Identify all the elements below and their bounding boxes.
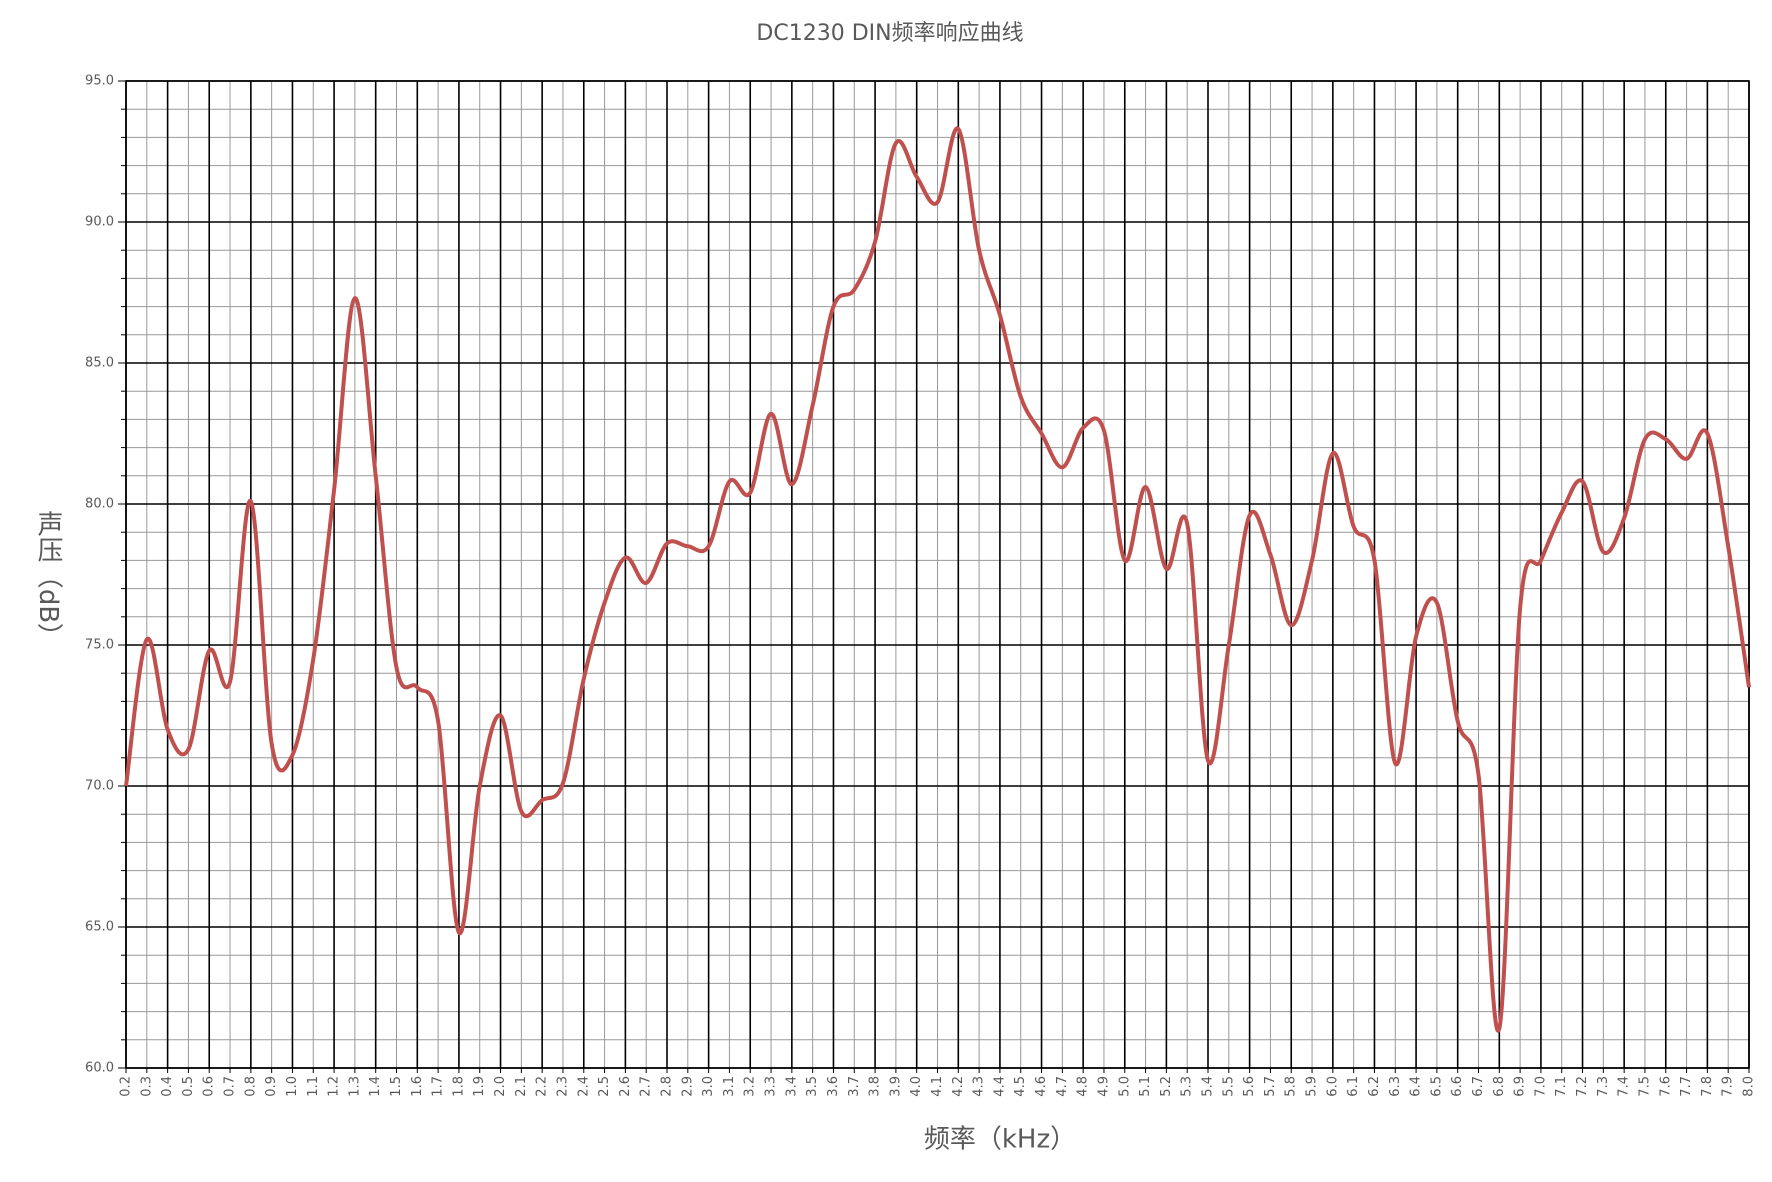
x-axis-label: 频率（kHz）: [924, 1125, 1076, 1155]
x-tick-label: 3.3: [764, 1076, 779, 1097]
x-tick-label: 1.3: [347, 1076, 362, 1097]
x-tick-label: 5.1: [1138, 1076, 1153, 1097]
x-tick-label: 5.0: [1117, 1076, 1132, 1097]
x-tick-label: 6.0: [1325, 1076, 1340, 1097]
x-tick-label: 4.0: [909, 1076, 924, 1097]
x-tick-label: 7.7: [1679, 1076, 1694, 1097]
x-tick-label: 0.8: [243, 1076, 258, 1097]
x-tick-label: 3.5: [805, 1076, 820, 1097]
x-tick-label: 6.4: [1409, 1076, 1424, 1097]
x-tick-label: 0.2: [119, 1076, 134, 1097]
x-tick-label: 1.2: [327, 1076, 342, 1097]
x-tick-label: 1.5: [389, 1076, 404, 1097]
x-tick-label: 5.4: [1201, 1076, 1216, 1097]
data-line: [124, 126, 1751, 1033]
x-tick-label: 5.2: [1159, 1076, 1174, 1097]
x-tick-label: 5.5: [1221, 1076, 1236, 1097]
x-tick-label: 7.6: [1658, 1076, 1673, 1097]
x-tick-label: 4.3: [972, 1076, 987, 1097]
x-tick-label: 7.8: [1700, 1076, 1715, 1097]
x-tick-label: 6.8: [1492, 1076, 1507, 1097]
x-tick-label: 3.0: [701, 1076, 716, 1097]
y-tick-label: 75.0: [85, 638, 114, 653]
plot-border: [125, 80, 1750, 1069]
x-tick-label: 0.6: [202, 1076, 217, 1097]
x-tick-label: 7.3: [1596, 1076, 1611, 1097]
x-tick-label: 6.2: [1367, 1076, 1382, 1097]
x-tick-label: 7.0: [1533, 1076, 1548, 1097]
x-tick-label: 6.7: [1471, 1076, 1486, 1097]
x-tick-label: 5.3: [1180, 1076, 1195, 1097]
x-tick-label: 4.8: [1076, 1076, 1091, 1097]
y-tick-label: 90.0: [85, 215, 114, 230]
x-tick-label: 0.7: [223, 1076, 238, 1097]
x-tick-label: 4.9: [1096, 1076, 1111, 1097]
x-tick-label: 7.1: [1554, 1076, 1569, 1097]
x-tick-label: 2.8: [660, 1076, 675, 1097]
x-tick-label: 1.9: [472, 1076, 487, 1097]
x-tick-label: 3.6: [826, 1076, 841, 1097]
x-tick-label: 1.6: [410, 1076, 425, 1097]
x-tick-label: 5.9: [1305, 1076, 1320, 1097]
x-tick-label: 2.5: [597, 1076, 612, 1097]
x-tick-label: 3.8: [868, 1076, 883, 1097]
y-tick-label: 95.0: [85, 74, 114, 89]
x-tick-label: 7.4: [1617, 1076, 1632, 1097]
x-tick-label: 2.1: [514, 1076, 529, 1097]
y-tick-label: 85.0: [85, 356, 114, 371]
x-tick-label: 5.7: [1263, 1076, 1278, 1097]
x-tick-label: 5.8: [1284, 1076, 1299, 1097]
y-tick-label: 65.0: [85, 920, 114, 935]
x-tick-label: 3.7: [847, 1076, 862, 1097]
x-tick-label: 3.4: [784, 1076, 799, 1097]
x-tick-label: 2.9: [680, 1076, 695, 1097]
x-tick-label: 6.6: [1450, 1076, 1465, 1097]
x-tick-label: 4.4: [992, 1076, 1007, 1097]
x-tick-label: 1.1: [306, 1076, 321, 1097]
x-tick-label: 7.2: [1575, 1076, 1590, 1097]
y-tick-label: 60.0: [85, 1061, 114, 1076]
x-tick-label: 2.4: [576, 1076, 591, 1097]
x-tick-label: 3.1: [722, 1076, 737, 1097]
x-tick-label: 6.1: [1346, 1076, 1361, 1097]
x-tick-label: 2.7: [639, 1076, 654, 1097]
x-tick-label: 4.1: [930, 1076, 945, 1097]
chart-title: DC1230 DIN频率响应曲线: [756, 21, 1023, 46]
x-tick-label: 2.2: [535, 1076, 550, 1097]
x-tick-label: 0.9: [264, 1076, 279, 1097]
x-tick-label: 4.5: [1013, 1076, 1028, 1097]
x-tick-label: 3.2: [743, 1076, 758, 1097]
x-tick-label: 0.3: [139, 1076, 154, 1097]
x-tick-label: 0.5: [181, 1076, 196, 1097]
x-tick-label: 7.9: [1721, 1076, 1736, 1097]
x-tick-label: 6.5: [1429, 1076, 1444, 1097]
x-tick-label: 7.5: [1637, 1076, 1652, 1097]
x-tick-label: 8.0: [1742, 1076, 1757, 1097]
x-tick-label: 3.9: [888, 1076, 903, 1097]
x-tick-label: 1.8: [451, 1076, 466, 1097]
y-axis-label: 声压（dB）: [33, 511, 63, 649]
x-tick-label: 6.9: [1513, 1076, 1528, 1097]
x-tick-label: 2.3: [555, 1076, 570, 1097]
x-tick-label: 4.6: [1034, 1076, 1049, 1097]
x-tick-label: 0.4: [160, 1076, 175, 1097]
x-tick-label: 4.2: [951, 1076, 966, 1097]
x-tick-label: 4.7: [1055, 1076, 1070, 1097]
x-tick-label: 2.6: [618, 1076, 633, 1097]
x-tick-label: 6.3: [1388, 1076, 1403, 1097]
x-tick-label: 5.6: [1242, 1076, 1257, 1097]
x-tick-label: 1.0: [285, 1076, 300, 1097]
y-tick-label: 70.0: [85, 779, 114, 794]
y-tick-label: 80.0: [85, 497, 114, 512]
x-tick-label: 2.0: [493, 1076, 508, 1097]
x-tick-label: 1.7: [431, 1076, 446, 1097]
x-tick-label: 1.4: [368, 1076, 383, 1097]
